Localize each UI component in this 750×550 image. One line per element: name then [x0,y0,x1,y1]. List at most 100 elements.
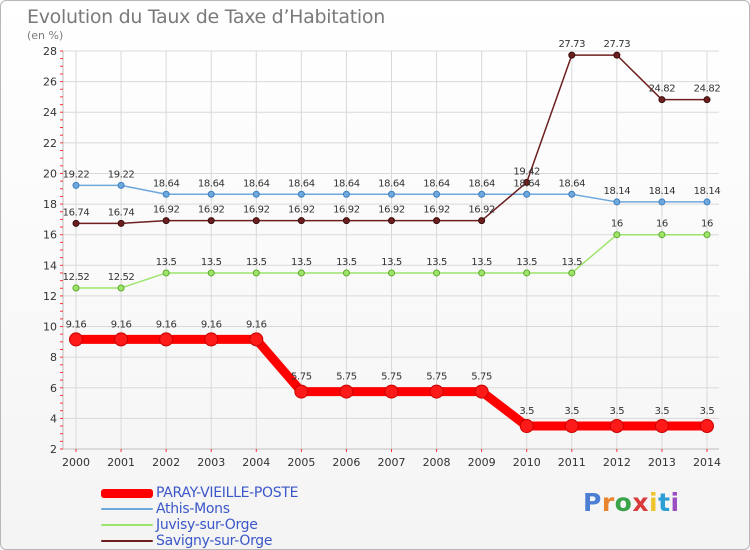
data-point-athis [568,190,576,198]
data-label-paray: 9.16 [201,319,222,330]
legend-label-savigny: Savigny-sur-Orge [156,533,273,549]
x-tick-label: 2014 [693,456,721,469]
data-point-paray [69,332,83,347]
y-tick-label: 18 [43,198,57,211]
data-point-athis [117,181,125,189]
data-label-juvisy: 12.52 [108,272,135,283]
data-label-paray: 5.75 [471,372,492,383]
data-point-paray [564,419,579,434]
legend-swatch-savigny [101,540,153,542]
data-point-juvisy [297,269,305,277]
legend-label-paray: PARAY-VIEILLE-POSTE [156,485,299,501]
data-label-athis: 18.64 [558,178,585,189]
data-label-paray: 9.16 [111,319,132,330]
data-label-juvisy: 13.5 [336,257,357,268]
data-label-juvisy: 13.5 [156,257,177,268]
data-point-athis [613,198,621,206]
x-tick-label: 2005 [287,456,315,469]
data-point-paray [339,384,354,399]
x-tick-label: 2011 [558,456,586,469]
data-point-athis [478,190,486,198]
proxiti-logo[interactable]: Proxiti [583,488,680,517]
data-point-savigny [388,217,395,225]
data-label-athis: 19.22 [108,169,135,180]
data-label-paray: 3.5 [700,406,715,417]
legend-label-athis: Athis-Mons [156,501,230,517]
data-point-savigny [207,217,215,225]
data-label-juvisy: 13.5 [201,257,222,268]
y-tick-label: 22 [43,137,57,150]
chart-unit: (en %) [27,29,64,42]
legend-label-juvisy: Juvisy-sur-Orge [156,517,258,533]
data-label-savigny: 24.82 [649,84,676,95]
y-tick-label: 6 [50,382,57,395]
data-point-paray [294,384,309,399]
data-point-savigny [162,217,170,225]
data-point-savigny [433,217,441,225]
data-point-juvisy [658,231,666,239]
data-label-juvisy: 13.5 [246,257,267,268]
y-tick-label: 2 [50,443,57,456]
data-label-paray: 5.75 [291,372,312,383]
data-label-savigny: 16.92 [243,205,270,216]
data-point-athis [297,190,305,198]
data-label-paray: 5.75 [381,372,402,383]
legend-swatch-paray [101,489,153,498]
logo-letter: x [632,488,649,517]
data-point-athis [388,190,395,198]
data-point-athis [207,190,215,198]
legend-item-paray[interactable]: PARAY-VIEILLE-POSTE [101,485,361,501]
logo-letter: P [583,488,602,517]
data-label-paray: 9.16 [246,319,267,330]
x-tick-label: 2006 [332,456,360,469]
logo-letter: r [601,488,615,517]
data-label-athis: 18.64 [468,178,495,189]
data-point-juvisy [523,269,531,277]
data-point-paray [474,384,489,399]
data-point-savigny [297,217,305,225]
data-point-savigny [117,219,125,227]
data-point-athis [523,190,531,198]
x-tick-label: 2004 [242,456,270,469]
data-label-paray: 3.5 [609,406,624,417]
y-tick-label: 20 [43,167,57,180]
data-label-athis: 18.64 [198,178,225,189]
data-label-athis: 18.64 [423,178,450,189]
legend-item-athis[interactable]: Athis-Mons [101,501,361,517]
legend-item-juvisy[interactable]: Juvisy-sur-Orge [101,517,361,533]
y-tick-label: 10 [43,321,57,334]
data-point-athis [658,198,666,206]
x-tick-label: 2001 [107,456,135,469]
y-tick-label: 28 [43,45,57,58]
data-point-athis [703,198,711,206]
x-tick-label: 2007 [378,456,406,469]
data-label-savigny: 16.92 [288,205,315,216]
data-label-paray: 3.5 [655,406,670,417]
logo-letter: i [670,488,680,517]
data-point-juvisy [117,284,125,292]
data-label-savigny: 27.73 [604,39,631,50]
y-tick-label: 24 [43,106,57,119]
data-point-juvisy [207,269,215,277]
data-label-athis: 18.14 [649,186,676,197]
data-label-savigny: 16.92 [423,205,450,216]
data-label-juvisy: 13.5 [516,257,537,268]
data-point-athis [342,190,350,198]
data-point-paray [249,332,264,347]
data-label-athis: 18.64 [513,178,540,189]
x-tick-label: 2009 [468,456,496,469]
data-label-paray: 5.75 [336,372,357,383]
data-point-savigny [703,96,711,104]
data-point-juvisy [478,269,486,277]
legend-item-savigny[interactable]: Savigny-sur-Orge [101,533,361,549]
data-point-savigny [568,51,576,59]
data-label-juvisy: 13.5 [471,257,492,268]
logo-letter: t [658,488,671,517]
data-label-athis: 18.64 [378,178,405,189]
x-tick-label: 2008 [423,456,451,469]
x-tick-label: 2013 [648,456,676,469]
data-label-savigny: 16.92 [153,205,180,216]
data-point-savigny [252,217,260,225]
data-point-juvisy [613,231,621,239]
data-label-savigny: 27.73 [558,39,585,50]
